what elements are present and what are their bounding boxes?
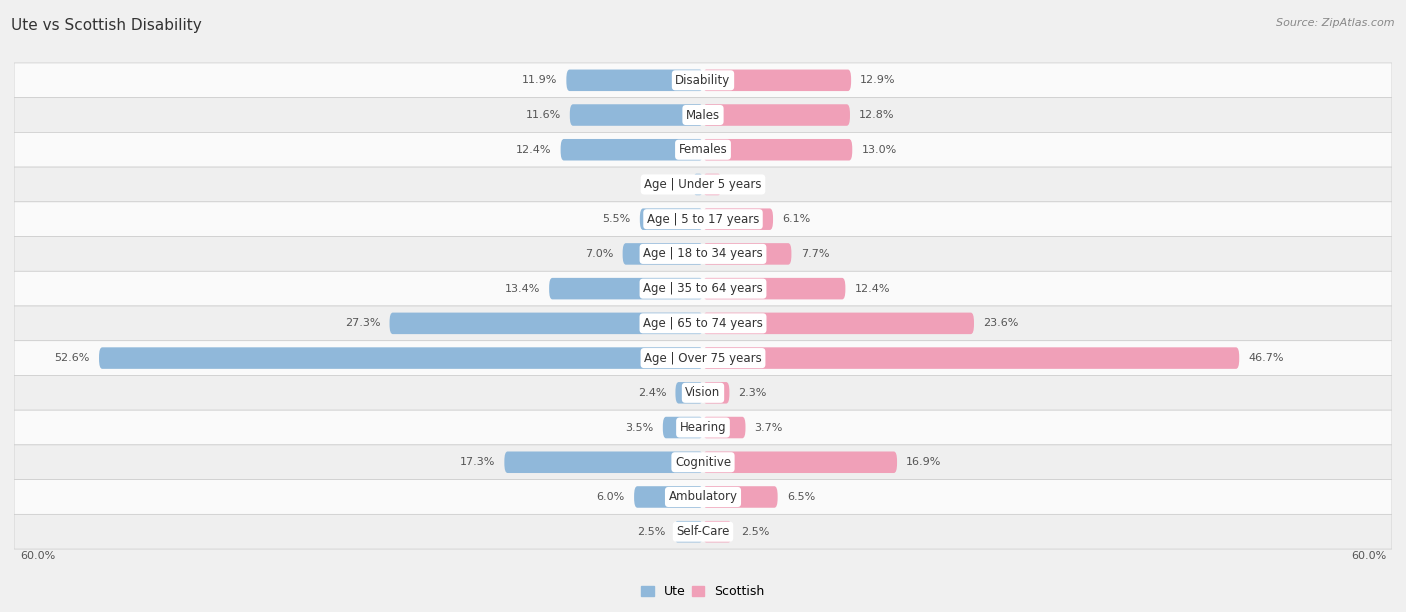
Text: Age | 18 to 34 years: Age | 18 to 34 years [643, 247, 763, 261]
FancyBboxPatch shape [662, 417, 703, 438]
Text: Vision: Vision [685, 386, 721, 399]
Text: 11.6%: 11.6% [526, 110, 561, 120]
FancyBboxPatch shape [703, 139, 852, 160]
Text: Age | Under 5 years: Age | Under 5 years [644, 178, 762, 191]
Text: 2.5%: 2.5% [741, 527, 769, 537]
FancyBboxPatch shape [703, 209, 773, 230]
FancyBboxPatch shape [14, 167, 1392, 202]
FancyBboxPatch shape [14, 98, 1392, 132]
FancyBboxPatch shape [14, 306, 1392, 341]
FancyBboxPatch shape [703, 486, 778, 508]
FancyBboxPatch shape [505, 452, 703, 473]
Text: 0.86%: 0.86% [648, 179, 683, 190]
Text: 7.0%: 7.0% [585, 249, 613, 259]
Text: Age | 35 to 64 years: Age | 35 to 64 years [643, 282, 763, 295]
FancyBboxPatch shape [703, 452, 897, 473]
Legend: Ute, Scottish: Ute, Scottish [637, 580, 769, 603]
Text: 16.9%: 16.9% [907, 457, 942, 467]
FancyBboxPatch shape [561, 139, 703, 160]
FancyBboxPatch shape [550, 278, 703, 299]
FancyBboxPatch shape [703, 243, 792, 264]
Text: 46.7%: 46.7% [1249, 353, 1284, 363]
FancyBboxPatch shape [703, 104, 851, 126]
Text: Disability: Disability [675, 74, 731, 87]
Text: Cognitive: Cognitive [675, 456, 731, 469]
FancyBboxPatch shape [703, 521, 731, 542]
FancyBboxPatch shape [569, 104, 703, 126]
FancyBboxPatch shape [14, 271, 1392, 306]
FancyBboxPatch shape [675, 521, 703, 542]
Text: 12.8%: 12.8% [859, 110, 894, 120]
Text: 6.5%: 6.5% [787, 492, 815, 502]
Text: 12.9%: 12.9% [860, 75, 896, 85]
Text: 6.0%: 6.0% [596, 492, 624, 502]
FancyBboxPatch shape [703, 174, 721, 195]
Text: Self-Care: Self-Care [676, 525, 730, 538]
Text: 60.0%: 60.0% [1351, 551, 1386, 561]
FancyBboxPatch shape [703, 417, 745, 438]
Text: 52.6%: 52.6% [55, 353, 90, 363]
Text: 7.7%: 7.7% [800, 249, 830, 259]
Text: 3.7%: 3.7% [755, 422, 783, 433]
Text: 13.4%: 13.4% [505, 283, 540, 294]
FancyBboxPatch shape [98, 348, 703, 369]
FancyBboxPatch shape [14, 480, 1392, 514]
Text: 12.4%: 12.4% [855, 283, 890, 294]
Text: Hearing: Hearing [679, 421, 727, 434]
FancyBboxPatch shape [14, 63, 1392, 98]
FancyBboxPatch shape [567, 70, 703, 91]
Text: 2.5%: 2.5% [637, 527, 665, 537]
FancyBboxPatch shape [703, 278, 845, 299]
FancyBboxPatch shape [703, 313, 974, 334]
FancyBboxPatch shape [14, 132, 1392, 167]
FancyBboxPatch shape [640, 209, 703, 230]
Text: 27.3%: 27.3% [344, 318, 381, 329]
Text: Age | 65 to 74 years: Age | 65 to 74 years [643, 317, 763, 330]
Text: Males: Males [686, 108, 720, 122]
Text: Source: ZipAtlas.com: Source: ZipAtlas.com [1277, 18, 1395, 28]
Text: 5.5%: 5.5% [602, 214, 631, 224]
FancyBboxPatch shape [703, 348, 1239, 369]
Text: 6.1%: 6.1% [782, 214, 810, 224]
FancyBboxPatch shape [14, 445, 1392, 480]
Text: 3.5%: 3.5% [626, 422, 654, 433]
FancyBboxPatch shape [675, 382, 703, 403]
Text: 2.4%: 2.4% [638, 388, 666, 398]
Text: 12.4%: 12.4% [516, 145, 551, 155]
Text: Ambulatory: Ambulatory [668, 490, 738, 504]
FancyBboxPatch shape [14, 341, 1392, 375]
Text: Ute vs Scottish Disability: Ute vs Scottish Disability [11, 18, 202, 34]
Text: 2.3%: 2.3% [738, 388, 766, 398]
FancyBboxPatch shape [14, 237, 1392, 271]
FancyBboxPatch shape [14, 514, 1392, 549]
FancyBboxPatch shape [634, 486, 703, 508]
Text: 13.0%: 13.0% [862, 145, 897, 155]
FancyBboxPatch shape [703, 70, 851, 91]
FancyBboxPatch shape [389, 313, 703, 334]
FancyBboxPatch shape [623, 243, 703, 264]
FancyBboxPatch shape [14, 202, 1392, 237]
Text: 60.0%: 60.0% [20, 551, 55, 561]
Text: Age | Over 75 years: Age | Over 75 years [644, 351, 762, 365]
Text: 11.9%: 11.9% [522, 75, 557, 85]
Text: Age | 5 to 17 years: Age | 5 to 17 years [647, 213, 759, 226]
Text: 23.6%: 23.6% [983, 318, 1018, 329]
Text: 1.6%: 1.6% [731, 179, 759, 190]
Text: 17.3%: 17.3% [460, 457, 495, 467]
FancyBboxPatch shape [14, 375, 1392, 410]
FancyBboxPatch shape [693, 174, 703, 195]
Text: Females: Females [679, 143, 727, 156]
FancyBboxPatch shape [703, 382, 730, 403]
FancyBboxPatch shape [14, 410, 1392, 445]
